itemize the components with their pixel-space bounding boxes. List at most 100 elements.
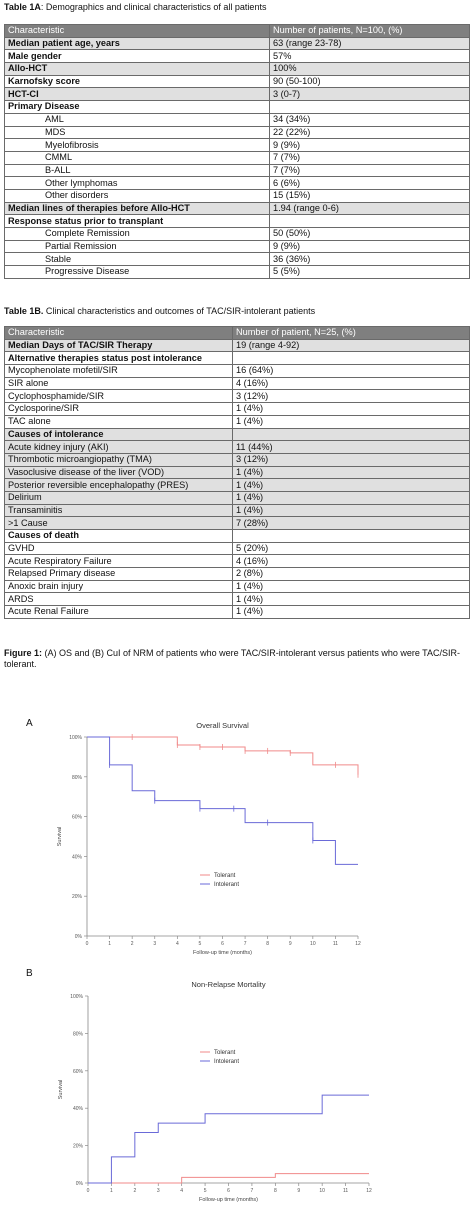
y-tick-label: 80% xyxy=(73,1031,84,1037)
table-1b-cell-value: 11 (44%) xyxy=(232,440,470,454)
table-1b-cell-label: GVHD xyxy=(4,541,233,556)
x-tick-label: 5 xyxy=(204,1188,207,1194)
panel-label: B xyxy=(26,968,33,979)
series-tolerant-line xyxy=(88,1173,369,1184)
x-tick-label: 4 xyxy=(180,1188,183,1194)
table-1b-cell-value: 4 (16%) xyxy=(232,554,470,569)
table-1a-row: AML 34 (34%) xyxy=(4,112,470,127)
table-1b-cell-value: 1 (4%) xyxy=(232,503,470,518)
x-tick-label: 8 xyxy=(266,941,269,947)
table-1a-cell-value xyxy=(269,100,470,114)
x-tick-label: 12 xyxy=(366,1188,372,1194)
x-tick-label: 11 xyxy=(333,941,338,947)
x-tick-label: 7 xyxy=(251,1188,254,1194)
table-1a-header-cell: Number of patients, N=100, (%) xyxy=(269,24,470,38)
table-1b-row: >1 Cause 7 (28%) xyxy=(4,516,470,530)
table-1b-row: Cyclosporine/SIR 1 (4%) xyxy=(4,402,470,416)
series-tolerant-line xyxy=(87,736,359,775)
table-1a-row: Median patient age, years 63 (range 23-78… xyxy=(4,36,470,51)
table-1b-cell-label: Causes of intolerance xyxy=(4,427,233,442)
y-axis-label: Survival xyxy=(57,827,63,847)
table-1a-cell-value xyxy=(269,214,470,228)
x-axis-label: Follow-up time (months) xyxy=(193,950,252,956)
table-1b-cell-value: 4 (16%) xyxy=(232,376,470,391)
table-1b-cell-label: Acute Respiratory Failure xyxy=(4,554,233,569)
table-1a-row: Other lymphomas 6 (6%) xyxy=(4,176,470,190)
table-1a-cell-value: 7 (7%) xyxy=(269,163,470,178)
legend-label-tolerant: Tolerant xyxy=(214,873,236,879)
table-1b-cell-label: Anoxic brain injury xyxy=(4,579,233,594)
x-tick-label: 2 xyxy=(131,941,134,947)
y-tick-label: 60% xyxy=(73,1069,84,1075)
table-1a-row: HCT-CI 3 (0-7) xyxy=(4,87,470,102)
table-1a-row: B-ALL 7 (7%) xyxy=(4,163,470,178)
table-1a-cell-label: Progressive Disease xyxy=(4,265,270,279)
table-1a-cell-value: 100% xyxy=(269,62,470,76)
table-1a-cell-label: MDS xyxy=(4,125,270,140)
table-1a-cell-label: B-ALL xyxy=(4,163,270,178)
table-1a-cell-value: 6 (6%) xyxy=(269,176,470,190)
x-tick-label: 0 xyxy=(86,941,89,947)
x-tick-label: 0 xyxy=(87,1188,90,1194)
table-1a-row: Male gender 57% xyxy=(4,49,470,64)
table-1a-cell-label: HCT-CI xyxy=(4,87,270,102)
table-1b-row: ARDS 1 (4%) xyxy=(4,592,470,607)
x-tick-label: 11 xyxy=(343,1188,348,1194)
table-1b-cell-value: 1 (4%) xyxy=(232,605,470,619)
table-1a-cell-label: Other disorders xyxy=(4,188,270,203)
table-1b-cell-value: 1 (4%) xyxy=(232,592,470,607)
table-1b-row: SIR alone 4 (16%) xyxy=(4,376,470,391)
table-1a-cell-value: 36 (36%) xyxy=(269,252,470,267)
x-axis-label: Follow-up time (months) xyxy=(199,1197,258,1203)
table-1a-row: CMML 7 (7%) xyxy=(4,150,470,165)
table-1b-caption: Table 1B. Clinical characteristics and o… xyxy=(4,306,315,317)
table-1a-caption-text: : Demographics and clinical characterist… xyxy=(40,2,267,12)
y-tick-label: 0% xyxy=(76,1181,84,1187)
y-tick-label: 80% xyxy=(72,775,83,781)
table-1b-cell-value: 16 (64%) xyxy=(232,364,470,378)
table-1b-cell-label: Median Days of TAC/SIR Therapy xyxy=(4,338,233,353)
table-1a-cell-value: 1.94 (range 0-6) xyxy=(269,201,470,216)
table-1b-cell-label: Relapsed Primary disease xyxy=(4,567,233,581)
y-axis-label: Survival xyxy=(58,1080,64,1100)
y-tick-label: 0% xyxy=(75,934,83,940)
table-1b-header-row: Characteristic Number of patient, N=25, (… xyxy=(4,326,470,340)
table-1a-cell-value: 34 (34%) xyxy=(269,112,470,127)
table-1a-row: Myelofibrosis 9 (9%) xyxy=(4,138,470,152)
table-1b-cell-value: 19 (range 4-92) xyxy=(232,338,470,353)
table-1b-cell-label: Vasoclusive disease of the liver (VOD) xyxy=(4,465,233,480)
table-1a-row: Stable 36 (36%) xyxy=(4,252,470,267)
table-1b-row: Causes of intolerance xyxy=(4,427,470,442)
table-1a: Characteristic Number of patients, N=100,… xyxy=(4,24,470,279)
table-1b-cell-label: Transaminitis xyxy=(4,503,233,518)
table-1b-row: Alternative therapies status post intole… xyxy=(4,351,470,366)
table-1b-cell-label: Acute Renal Failure xyxy=(4,605,233,619)
table-1a-cell-value: 22 (22%) xyxy=(269,125,470,140)
figure-1-caption-label: Figure 1: xyxy=(4,648,43,658)
table-1a-cell-label: Karnofsky score xyxy=(4,74,270,89)
table-1b-header-cell: Number of patient, N=25, (%) xyxy=(232,326,470,340)
table-1a-cell-value: 50 (50%) xyxy=(269,227,470,241)
y-tick-label: 40% xyxy=(72,854,83,860)
table-1b-row: Transaminitis 1 (4%) xyxy=(4,503,470,518)
y-tick-label: 40% xyxy=(73,1106,84,1112)
table-1a-header-cell: Characteristic xyxy=(4,24,270,38)
y-tick-label: 100% xyxy=(69,735,82,741)
x-tick-label: 8 xyxy=(274,1188,277,1194)
table-1b-row: Median Days of TAC/SIR Therapy 19 (range … xyxy=(4,338,470,353)
table-1b-cell-label: Alternative therapies status post intole… xyxy=(4,351,233,366)
table-1a-caption: Table 1A: Demographics and clinical char… xyxy=(4,2,266,13)
table-1b-row: Delirium 1 (4%) xyxy=(4,490,470,505)
x-tick-label: 10 xyxy=(319,1188,325,1194)
table-1a-cell-value: 90 (50-100) xyxy=(269,74,470,89)
table-1a-cell-label: Stable xyxy=(4,252,270,267)
table-1b-row: Acute kidney injury (AKI) 11 (44%) xyxy=(4,440,470,454)
table-1b-cell-label: Acute kidney injury (AKI) xyxy=(4,440,233,454)
table-1a-cell-value: 57% xyxy=(269,49,470,64)
table-1a-cell-label: Complete Remission xyxy=(4,227,270,241)
table-1b-cell-label: SIR alone xyxy=(4,376,233,391)
table-1b-cell-value: 3 (12%) xyxy=(232,452,470,467)
x-tick-label: 2 xyxy=(133,1188,136,1194)
panel-label: A xyxy=(26,718,33,729)
